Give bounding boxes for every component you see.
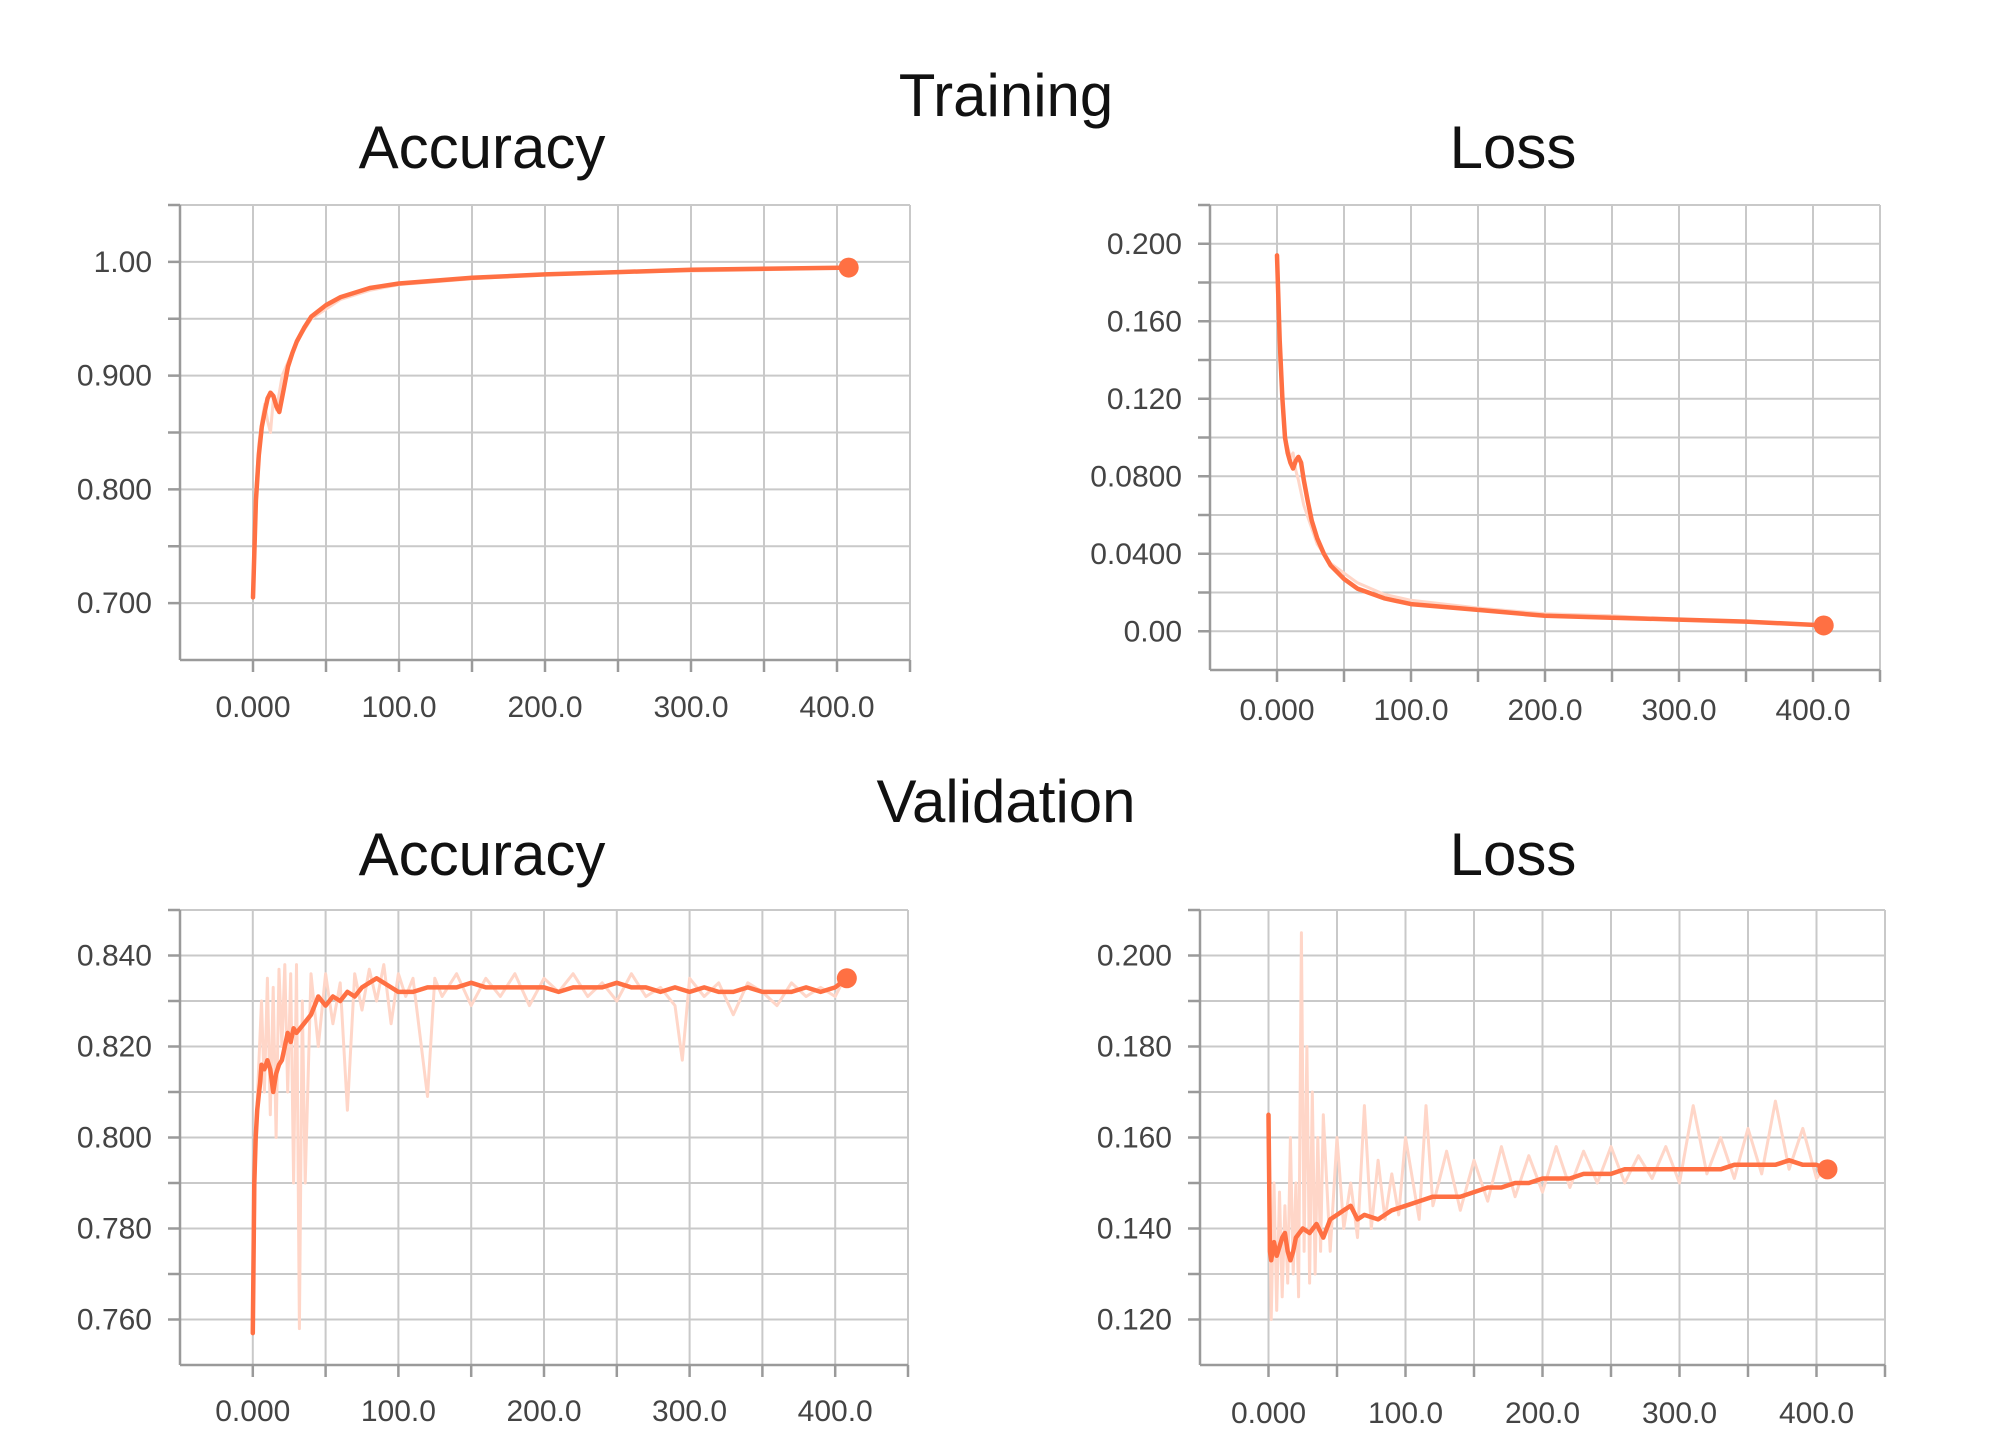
y-tick-label: 0.00 <box>1124 615 1182 648</box>
x-tick-label: 200.0 <box>507 691 582 724</box>
validation-loss-chart: Loss 0.000 100.0 200.0 300.0 400.0 0.200 0.180 0… <box>1097 821 1887 1430</box>
smoothed-series-line <box>1274 253 1826 628</box>
chart-title: Loss <box>1450 114 1577 181</box>
y-tick-label: 0.160 <box>1097 1122 1172 1155</box>
x-tick-label: 300.0 <box>653 691 728 724</box>
y-tick-label: 0.900 <box>77 360 152 393</box>
training-accuracy-chart: Accuracy 0.000 100.0 200.0 300.0 400.0 1.00 0.9… <box>77 114 912 724</box>
x-tick-label: 0.000 <box>1231 1397 1306 1430</box>
x-tick-label: 400.0 <box>1775 694 1850 727</box>
x-tick-label: 100.0 <box>361 1395 436 1428</box>
y-tick-label: 0.120 <box>1107 383 1182 416</box>
validation-accuracy-chart: Accuracy 0.000 100.0 200.0 300.0 400.0 0.840 0.… <box>77 821 910 1428</box>
x-tick-label: 400.0 <box>1779 1397 1854 1430</box>
x-tick-label: 200.0 <box>1505 1397 1580 1430</box>
chart-title: Accuracy <box>359 821 606 888</box>
y-tick-label: 0.120 <box>1097 1304 1172 1337</box>
training-loss-chart: Loss 0.000 100.0 200.0 300.0 400.0 0.200 0.160 0… <box>1090 114 1882 727</box>
y-tick-label: 0.140 <box>1097 1213 1172 1246</box>
x-tick-label: 300.0 <box>1642 1397 1717 1430</box>
y-tick-label: 0.0800 <box>1090 460 1182 493</box>
x-tick-label: 200.0 <box>506 1395 581 1428</box>
x-tick-label: 400.0 <box>798 1395 873 1428</box>
x-tick-label: 0.000 <box>215 691 290 724</box>
y-tick-label: 0.0400 <box>1090 538 1182 571</box>
y-tick-label: 0.160 <box>1107 305 1182 338</box>
x-tick-label: 100.0 <box>1368 1397 1443 1430</box>
chart-title: Accuracy <box>359 114 606 181</box>
y-tick-label: 0.200 <box>1097 940 1172 973</box>
x-tick-label: 100.0 <box>361 691 436 724</box>
y-tick-label: 0.840 <box>77 940 152 973</box>
x-tick-label: 300.0 <box>652 1395 727 1428</box>
section-title-training: Training <box>899 62 1114 129</box>
x-tick-label: 200.0 <box>1507 694 1582 727</box>
raw-series-line <box>1275 253 1824 627</box>
y-tick-label: 0.820 <box>77 1031 152 1064</box>
series-end-point <box>1813 615 1834 636</box>
smoothed-series-line <box>1266 1112 1830 1263</box>
series-end-point <box>838 257 859 278</box>
raw-series-line <box>1267 931 1829 1321</box>
series-end-point <box>836 968 857 989</box>
raw-series-line <box>251 963 849 1334</box>
x-tick-label: 100.0 <box>1373 694 1448 727</box>
y-tick-label: 0.760 <box>77 1304 152 1337</box>
smoothed-series-line <box>250 976 850 1336</box>
y-tick-label: 0.700 <box>77 587 152 620</box>
x-tick-label: 400.0 <box>799 691 874 724</box>
x-tick-label: 300.0 <box>1641 694 1716 727</box>
smoothed-series-line <box>250 265 851 600</box>
y-tick-label: 0.780 <box>77 1213 152 1246</box>
series-end-point <box>1817 1159 1838 1180</box>
chart-title: Loss <box>1450 821 1577 888</box>
y-tick-label: 0.180 <box>1097 1031 1172 1064</box>
y-tick-label: 0.800 <box>77 1122 152 1155</box>
x-tick-label: 0.000 <box>215 1395 290 1428</box>
y-tick-label: 1.00 <box>94 246 152 279</box>
section-title-validation: Validation <box>876 768 1135 835</box>
y-tick-label: 0.200 <box>1107 228 1182 261</box>
x-tick-label: 0.000 <box>1239 694 1314 727</box>
y-tick-label: 0.800 <box>77 473 152 506</box>
